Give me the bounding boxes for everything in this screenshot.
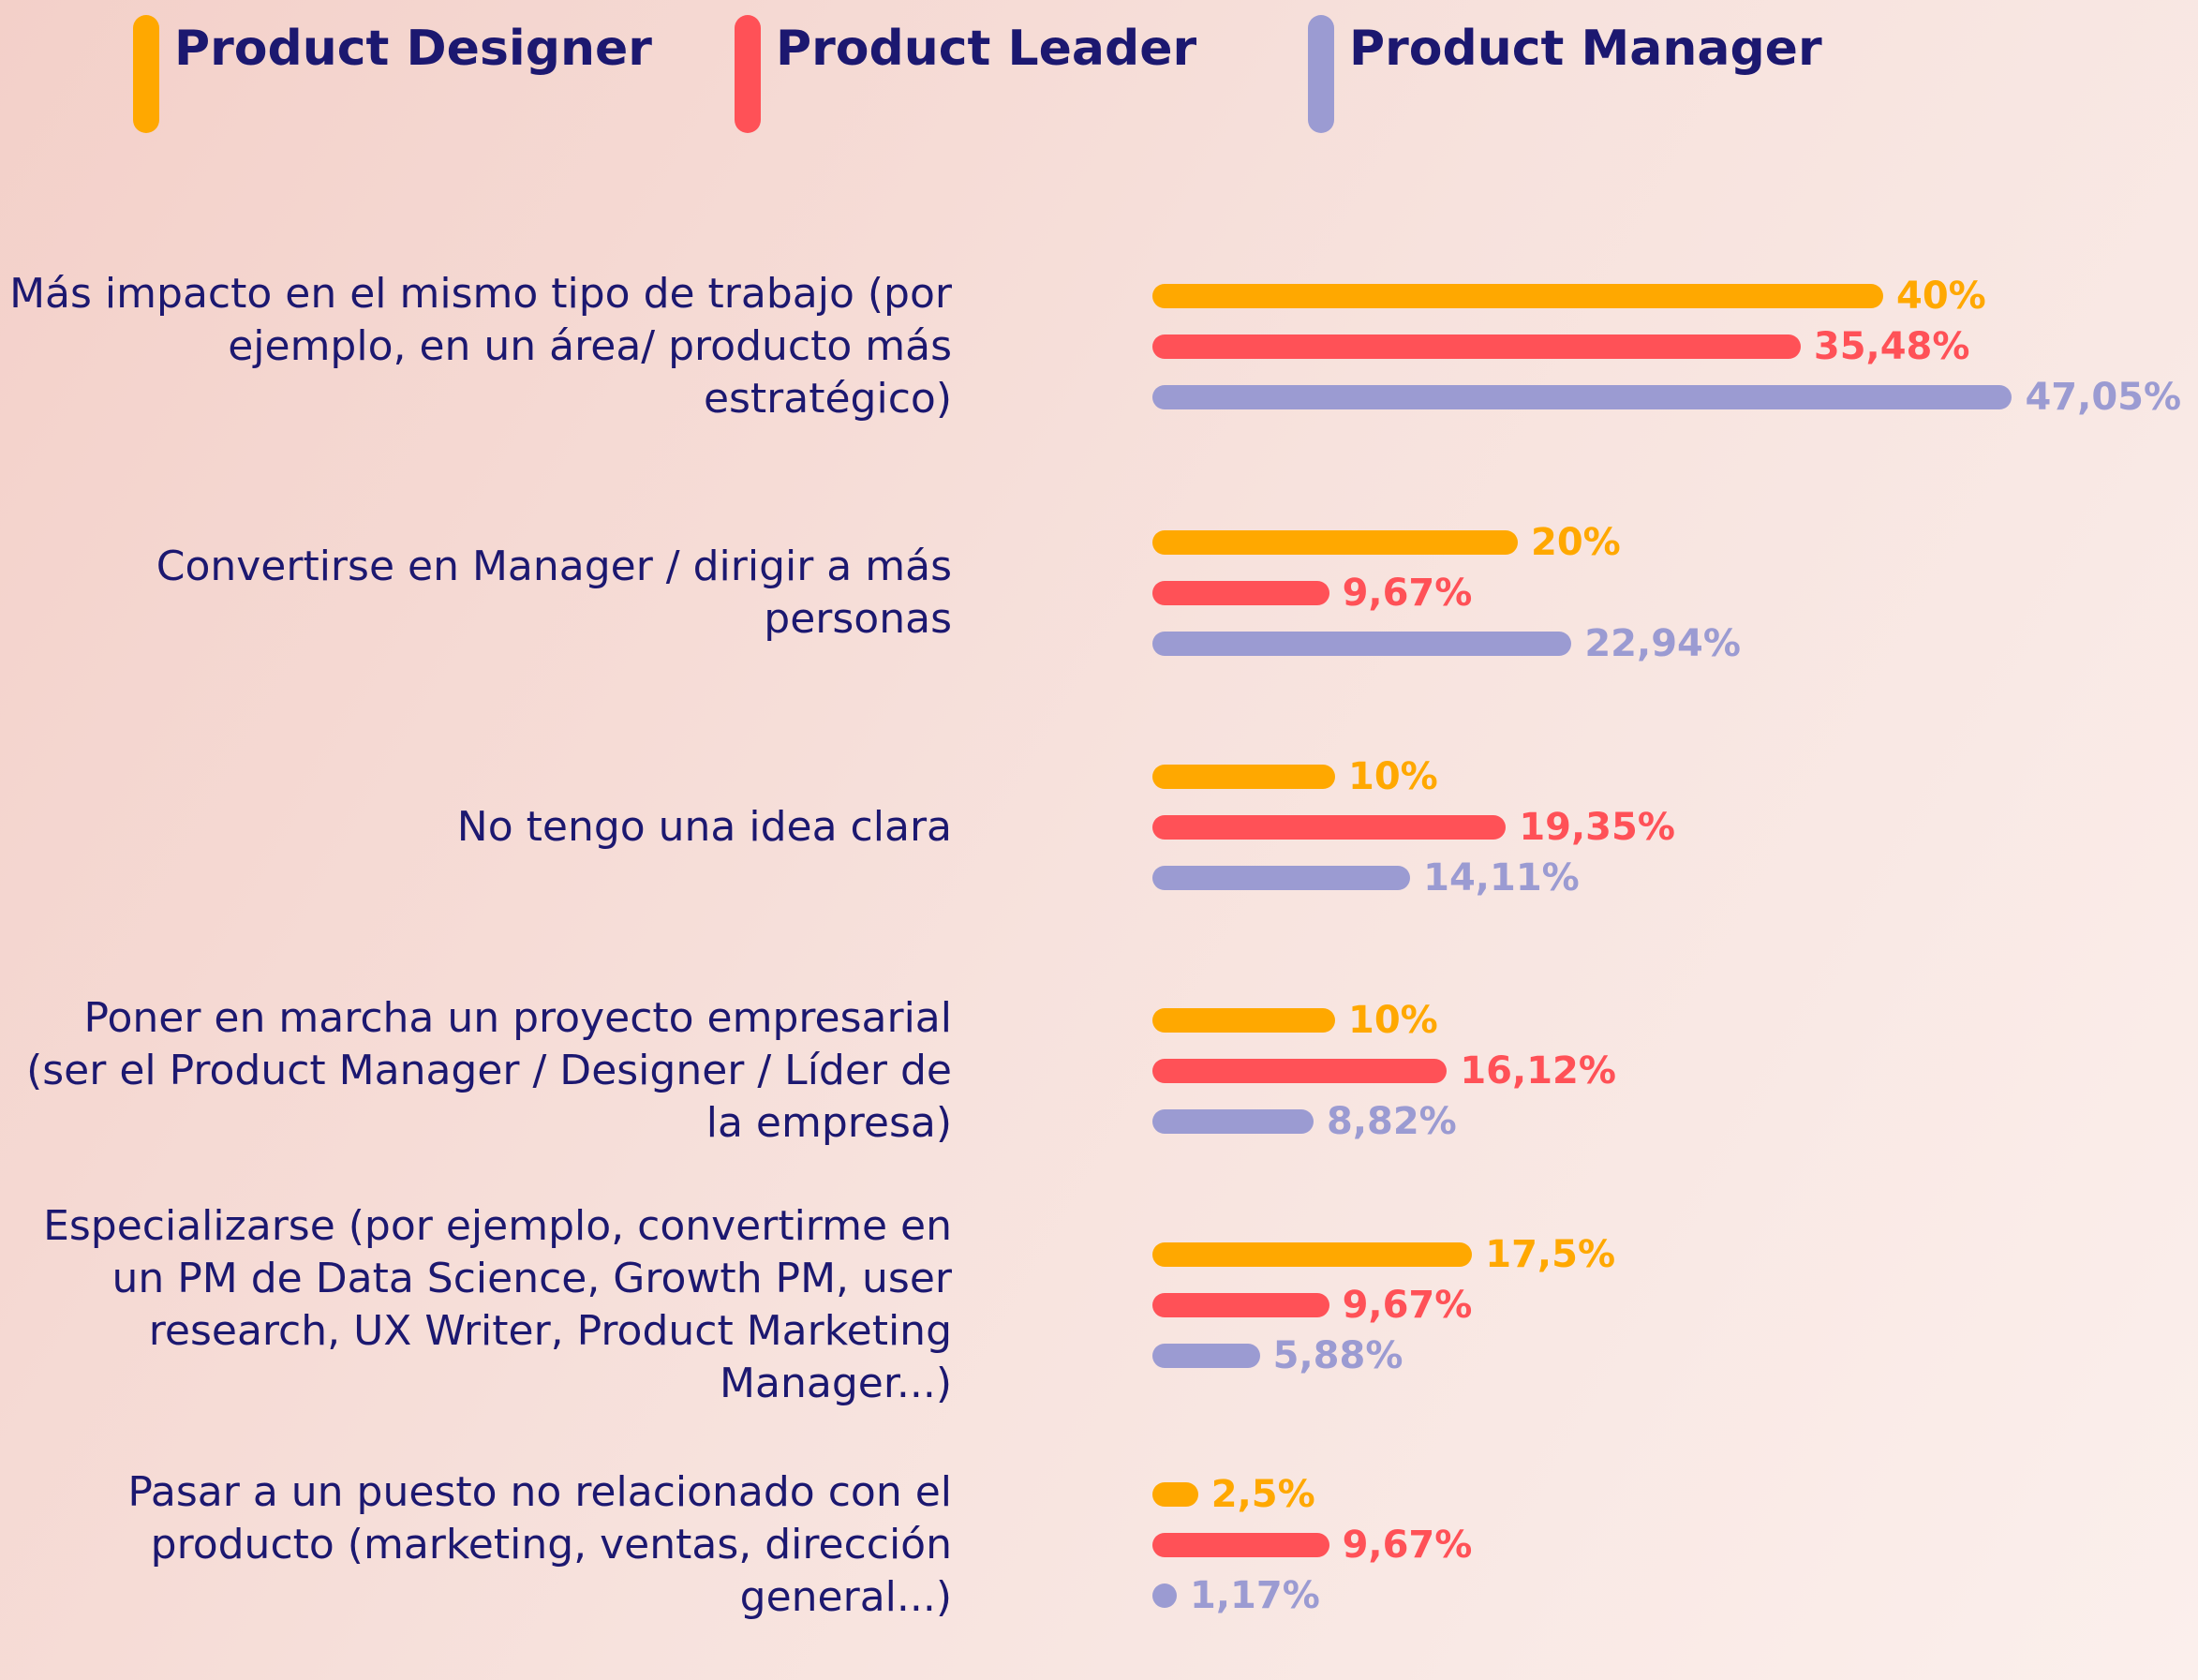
value-label: 17,5% [1485, 1233, 1616, 1276]
bar [1152, 1344, 1260, 1368]
bar [1152, 815, 1507, 840]
legend-label: Product Designer [174, 21, 652, 77]
bar [1152, 1059, 1448, 1083]
value-label: 14,11% [1423, 856, 1580, 899]
category-label: Pasar a un puesto no relacionado con el … [127, 1468, 952, 1621]
bar [1152, 1109, 1314, 1134]
bar [1152, 1293, 1329, 1317]
value-label: 9,67% [1342, 1524, 1473, 1567]
category-label: Convertirse en Manager / dirigir a más p… [156, 543, 952, 643]
category-label: Poner en marcha un proyecto empresarial … [26, 994, 952, 1147]
legend-marker [1308, 15, 1334, 133]
value-label: 8,82% [1326, 1100, 1457, 1143]
bar [1152, 1533, 1329, 1557]
value-label: 9,67% [1342, 1284, 1473, 1327]
bar [1152, 1008, 1335, 1033]
value-label: 2,5% [1210, 1473, 1315, 1516]
bar [1152, 284, 1883, 308]
value-label: 10% [1348, 999, 1438, 1042]
value-label: 19,35% [1519, 806, 1675, 849]
value-label: 35,48% [1813, 325, 1970, 368]
category-label: Especializarse (por ejemplo, convertirme… [43, 1202, 952, 1407]
bar [1152, 632, 1572, 656]
legend-label: Product Leader [776, 21, 1197, 77]
value-label: 16,12% [1460, 1049, 1616, 1093]
bar [1152, 385, 2012, 409]
bar [1152, 581, 1329, 605]
value-label: 5,88% [1272, 1334, 1403, 1377]
bar [1152, 1242, 1473, 1267]
legend-label: Product Manager [1349, 21, 1822, 77]
value-label: 10% [1348, 755, 1438, 798]
category-label: Más impacto en el mismo tipo de trabajo … [9, 270, 952, 423]
value-label: 9,67% [1342, 572, 1473, 615]
value-label: 47,05% [2025, 376, 2182, 419]
bar [1152, 866, 1411, 890]
bar [1152, 335, 1801, 359]
bar [1152, 765, 1335, 789]
value-label: 20% [1531, 521, 1621, 564]
bar [1152, 1482, 1198, 1507]
value-label: 1,17% [1190, 1574, 1320, 1617]
legend-marker [133, 15, 159, 133]
value-label: 40% [1896, 275, 1986, 318]
bar [1152, 1583, 1177, 1608]
bar [1152, 530, 1518, 555]
category-label: No tengo una idea clara [456, 803, 952, 851]
value-label: 22,94% [1584, 622, 1741, 665]
legend-marker [735, 15, 761, 133]
